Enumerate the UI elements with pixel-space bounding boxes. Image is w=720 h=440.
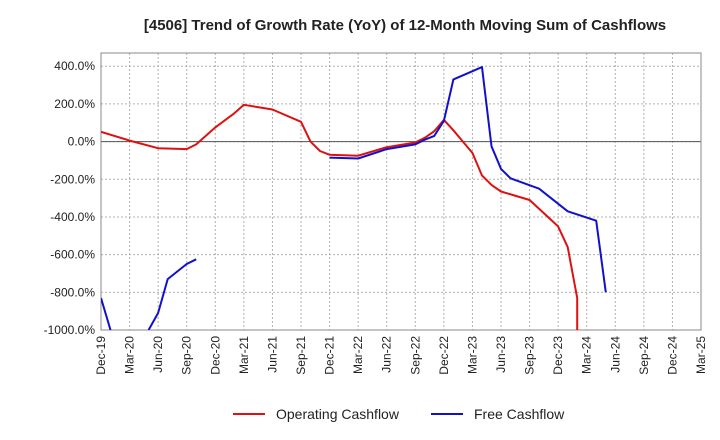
x-axis-ticks: Dec-19 Mar-20 Jun-20 Sep-20 Dec-20 Mar-21 Jun-… <box>94 336 708 375</box>
x-tick-label: Jun-20 <box>151 336 165 373</box>
free-cashflow-line <box>147 258 197 330</box>
x-tick-label: Sep-21 <box>294 336 308 375</box>
x-tick-label: Mar-22 <box>351 336 365 374</box>
x-tick-label: Jun-21 <box>265 336 279 373</box>
plot-area <box>101 53 701 330</box>
y-tick-label: -1000.0% <box>44 323 96 337</box>
y-tick-label: -400.0% <box>50 210 95 224</box>
chart-title: [4506] Trend of Growth Rate (YoY) of 12-… <box>144 17 666 34</box>
y-axis-ticks: 400.0% 200.0% 0.0% -200.0% -400.0% -600.0% -80… <box>44 59 96 337</box>
x-tick-label: Sep-24 <box>637 336 651 375</box>
x-tick-label: Dec-23 <box>551 336 565 375</box>
series-layer <box>101 66 607 330</box>
legend: Operating Cashflow Free Cashflow <box>233 406 565 422</box>
operating-cashflow-line <box>101 103 579 330</box>
y-tick-label: 200.0% <box>54 97 95 111</box>
y-tick-label: 0.0% <box>68 135 96 149</box>
x-tick-label: Mar-21 <box>237 336 251 374</box>
y-tick-label: -600.0% <box>50 248 95 262</box>
x-tick-label: Jun-22 <box>380 336 394 373</box>
legend-label-operating: Operating Cashflow <box>276 406 400 422</box>
x-tick-label: Mar-23 <box>465 336 479 374</box>
x-tick-label: Jun-24 <box>608 336 622 373</box>
x-tick-label: Jun-23 <box>494 336 508 373</box>
x-tick-label: Dec-21 <box>323 336 337 375</box>
x-tick-label: Sep-23 <box>523 336 537 375</box>
y-tick-label: 400.0% <box>54 59 95 73</box>
x-tick-label: Sep-20 <box>180 336 194 375</box>
x-tick-label: Mar-20 <box>123 336 137 374</box>
x-tick-label: Dec-20 <box>208 336 222 375</box>
x-tick-label: Mar-25 <box>694 336 708 374</box>
x-tick-label: Dec-19 <box>94 336 108 375</box>
x-tick-label: Dec-22 <box>437 336 451 375</box>
legend-label-free: Free Cashflow <box>474 406 565 422</box>
x-tick-label: Sep-22 <box>408 336 422 375</box>
x-tick-label: Dec-24 <box>665 336 679 375</box>
free-cashflow-line <box>329 66 607 293</box>
free-cashflow-line <box>101 297 112 330</box>
plot-border <box>100 52 702 331</box>
y-tick-label: -200.0% <box>50 172 95 186</box>
y-tick-label: -800.0% <box>50 285 95 299</box>
x-tick-label: Mar-24 <box>580 336 594 374</box>
